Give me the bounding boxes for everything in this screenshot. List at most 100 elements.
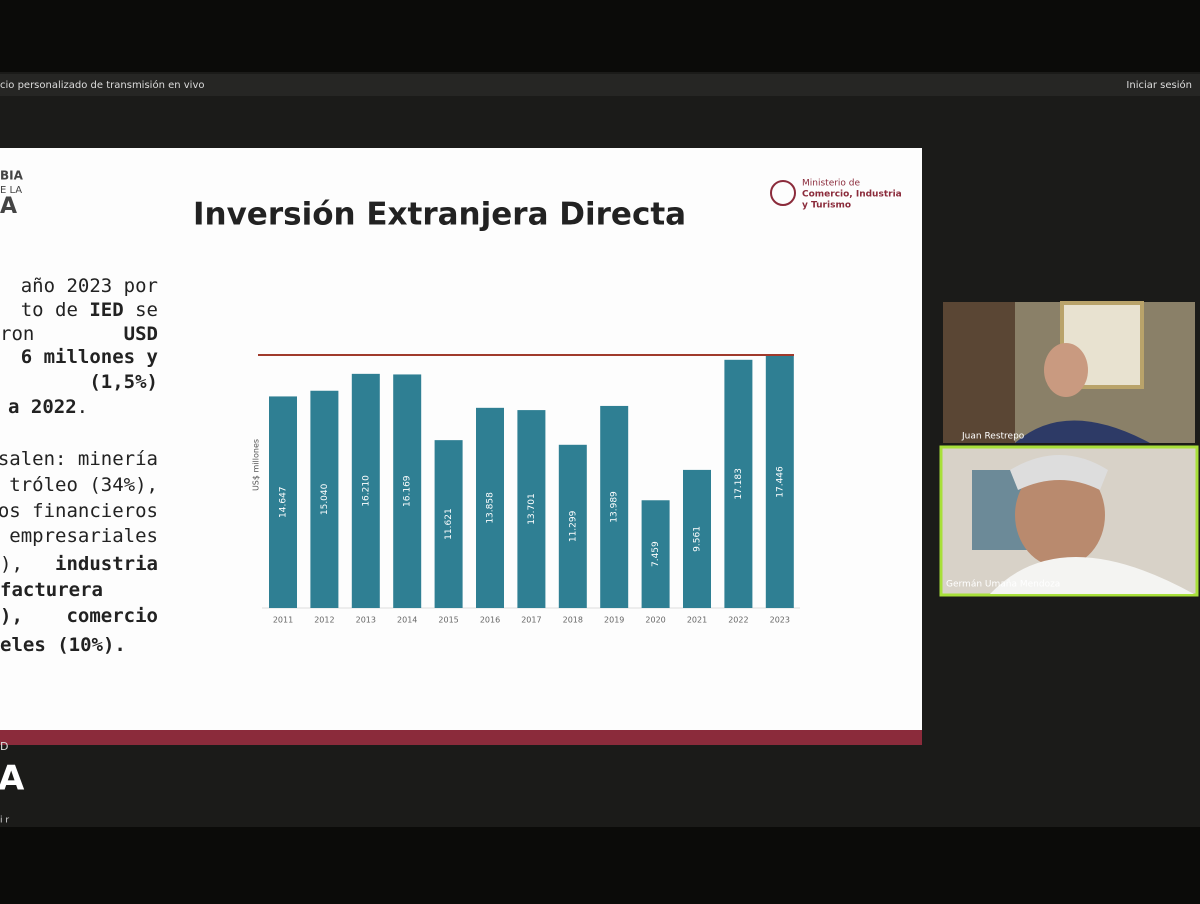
ministry-logo: Ministerio de [802, 179, 861, 189]
text: se [124, 299, 158, 321]
person [1015, 420, 1150, 443]
text: a 2022 [8, 396, 77, 418]
bar [765, 356, 794, 608]
participant-name: Germán Umaña Mendoza [946, 580, 1060, 590]
text: industria [55, 553, 158, 575]
text: ron [0, 323, 34, 345]
bar [724, 359, 753, 608]
y-axis-label: US$ millones [252, 439, 261, 491]
person [1044, 343, 1088, 397]
bar [393, 374, 422, 608]
text-line: empresariales [9, 525, 158, 547]
x-tick-label: 2023 [770, 616, 790, 625]
value-label: 9.561 [693, 526, 703, 552]
x-tick-label: 2016 [480, 616, 500, 625]
bookshelf [943, 302, 1015, 443]
sign-in[interactable]: Iniciar sesión [1126, 79, 1192, 91]
value-label: 15.040 [320, 483, 330, 515]
x-tick-label: 2018 [563, 616, 583, 625]
text: ios financieros [0, 500, 158, 522]
value-label: 11.299 [568, 510, 578, 542]
text: ), [0, 605, 23, 627]
text-line: a 2022. [8, 396, 88, 418]
hair [1010, 455, 1108, 490]
text: comercio [66, 605, 158, 627]
text: salen: minería [0, 448, 158, 470]
value-label: 13.989 [610, 491, 620, 523]
bar [517, 410, 546, 608]
text-line: salen: minería [0, 448, 158, 470]
x-tick-label: 2020 [645, 616, 665, 625]
text: 6 millones y [21, 346, 158, 368]
value-label: 7.459 [651, 541, 661, 567]
value-label: 16.210 [361, 475, 371, 507]
value-label: 17.446 [775, 466, 785, 498]
text: ), [0, 553, 23, 575]
bar [600, 405, 629, 608]
text: USD [124, 323, 158, 345]
text: facturera [0, 579, 103, 601]
text-line: (1,5%) [89, 371, 158, 393]
text-line: ios financieros [0, 500, 158, 522]
text-line: USD [124, 323, 158, 345]
value-label: 13.701 [527, 493, 537, 525]
bar [476, 407, 504, 608]
logo-text: D [0, 740, 8, 753]
text-line: eles (10%). [0, 634, 126, 656]
text: to de [21, 299, 90, 321]
text-line: ), [0, 605, 23, 627]
person [1015, 463, 1105, 567]
logo-text: i r [0, 816, 9, 826]
bar [310, 390, 339, 608]
logo-text: A [0, 759, 25, 799]
text: año 2023 por [21, 275, 158, 297]
slide-band [0, 730, 922, 745]
x-tick-label: 2011 [273, 616, 293, 625]
text-line: industria [55, 553, 158, 575]
bar [683, 469, 711, 608]
x-tick-label: 2019 [604, 616, 624, 625]
logo-text: E LA [0, 185, 22, 196]
ministry-emblem [770, 180, 796, 206]
text-line: tróleo (34%), [9, 474, 158, 496]
chart-title: Inversión Extranjera Directa [193, 197, 686, 233]
ministry-logo: y Turismo [802, 201, 851, 211]
text-line: to de IED se [21, 299, 158, 321]
value-label: 16.169 [403, 475, 413, 507]
text: empresariales [9, 525, 158, 547]
text-line: 6 millones y [21, 346, 158, 368]
logo-text: BIA [0, 169, 24, 183]
text: IED [89, 299, 123, 321]
value-label: 13.858 [486, 492, 496, 524]
x-tick-label: 2013 [356, 616, 376, 625]
chart: US$ millones 14.647 2011 15.040 2012 16.210 2… [252, 354, 800, 625]
left-text: año 2023 por to de IED se ron USD 6 mill… [0, 275, 158, 656]
bar [558, 444, 587, 608]
text: eles (10%). [0, 634, 126, 656]
value-label: 17.183 [734, 468, 744, 500]
ministry-logo: Comercio, Industria [802, 190, 902, 200]
stream-label: cio personalizado de transmisión en vivo [0, 79, 205, 91]
text: (1,5%) [89, 371, 158, 393]
bar [434, 440, 463, 608]
x-tick-label: 2017 [521, 616, 541, 625]
x-tick-label: 2022 [728, 616, 748, 625]
text-line: facturera [0, 579, 103, 601]
logo-text: A [0, 194, 17, 219]
x-tick-label: 2014 [397, 616, 417, 625]
text-line: ron [0, 323, 34, 345]
text-line: comercio [66, 605, 158, 627]
value-label: 14.647 [279, 486, 289, 518]
x-tick-label: 2015 [438, 616, 458, 625]
shirt [990, 557, 1194, 594]
participant-name: Juan Restrepo [961, 432, 1025, 442]
text-line: ), [0, 553, 23, 575]
x-tick-label: 2021 [687, 616, 707, 625]
top-bar [0, 74, 1200, 96]
text-line: año 2023 por [21, 275, 158, 297]
bar [351, 373, 380, 608]
bar [641, 500, 670, 608]
bar [269, 396, 297, 608]
